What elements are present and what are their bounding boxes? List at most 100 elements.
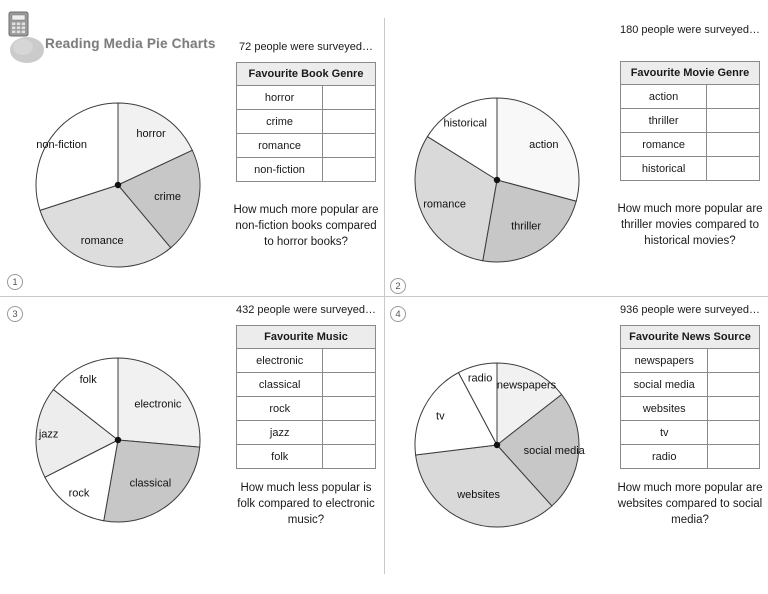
table-row: thriller [619, 108, 760, 133]
table-row: horror [235, 85, 376, 110]
table-header: Favourite Music [236, 325, 376, 349]
pie-slice-websites [415, 444, 553, 528]
answer-cell [707, 396, 760, 421]
answer-cell [706, 108, 760, 133]
category-cell: newspapers [619, 348, 709, 373]
answer-cell [322, 444, 376, 469]
pie-slice-label: historical [443, 118, 486, 130]
category-cell: tv [619, 420, 709, 445]
pie-slice-newspapers [496, 362, 563, 447]
page-header: Reading Media Pie Charts [5, 8, 285, 64]
calculator-screen [11, 14, 26, 21]
answer-table-movie-genre: Favourite Movie Genre action thriller roman… [619, 61, 760, 181]
pie-slice-label: classical [130, 477, 172, 489]
section-1-panel: 72 people were surveyed… Favourite Book … [231, 0, 381, 251]
survey-text: 180 people were surveyed… [619, 24, 761, 36]
pie-slice-label: romance [423, 198, 466, 210]
table-row: action [619, 84, 760, 109]
category-cell: action [619, 84, 708, 109]
pie-slice-label: rock [69, 488, 90, 500]
answer-cell [706, 84, 760, 109]
pie-slice-non-fiction [35, 102, 119, 211]
answer-cell [322, 420, 376, 445]
table-row: jazz [235, 420, 376, 445]
pie-center-dot [114, 181, 122, 189]
answer-table-news-source: Favourite News Source newspapers social me… [619, 325, 760, 469]
survey-text: 936 people were surveyed… [619, 304, 761, 316]
pie-slice-label: action [529, 139, 558, 151]
category-cell: rock [235, 396, 324, 421]
survey-text: 72 people were surveyed… [239, 41, 373, 53]
worksheet-section-4: newspapers social media websites tv radio 93… [384, 297, 768, 594]
table-row: classical [235, 372, 376, 397]
page-title: Reading Media Pie Charts [45, 36, 216, 51]
worksheet-section-1: horror crime romance non-fiction 72 people … [0, 0, 384, 297]
pie-slice-label: folk [80, 374, 98, 386]
pie-slice-romance [39, 184, 172, 268]
table-row: folk [235, 444, 376, 469]
pie-slice-label: social media [524, 445, 586, 457]
answer-cell [322, 157, 376, 182]
table-row: romance [619, 132, 760, 157]
table-row: newspapers [619, 348, 760, 373]
answer-cell [322, 133, 376, 158]
pie-chart-favourite-book-genre: horror crime romance non-fiction [35, 102, 201, 268]
answer-cell [322, 85, 376, 110]
section-2-panel: 180 people were surveyed… Favourite Movi… [615, 0, 765, 250]
calculator-buttons [12, 22, 25, 34]
pie-chart-favourite-movie-genre: action thriller romance historical [414, 97, 580, 263]
section-number-badge: 2 [390, 278, 406, 294]
pie-center-dot [114, 436, 122, 444]
table-header: Favourite Book Genre [236, 62, 376, 86]
pie-slice-label: romance [81, 235, 124, 247]
section-number-badge: 3 [7, 306, 23, 322]
pie-slice-crime [117, 149, 201, 249]
answer-table-book-genre: Favourite Book Genre horror crime romance no… [235, 62, 376, 182]
table-row: websites [619, 396, 760, 421]
table-row: crime [235, 109, 376, 134]
pie-slice-label: jazz [38, 428, 59, 440]
divider-vertical [384, 18, 385, 574]
ellipse-highlight [13, 39, 33, 55]
pie-slice-label: horror [136, 128, 166, 140]
table-row: romance [235, 133, 376, 158]
category-cell: folk [235, 444, 324, 469]
pie-slice-label: electronic [134, 398, 182, 410]
worksheet-section-3: electronic classical rock jazz folk 432 peop… [0, 297, 384, 594]
pie-slice-action [496, 97, 580, 202]
pie-slice-label: radio [468, 372, 492, 384]
pie-slice-radio [457, 362, 498, 446]
question-text: How much more popular are non-fiction bo… [233, 204, 379, 248]
answer-cell [322, 396, 376, 421]
pie-slice-historical [426, 97, 498, 181]
pie-chart-favourite-news-source: newspapers social media websites tv radio [414, 362, 586, 528]
answer-cell [706, 156, 760, 181]
section-3-panel: 432 people were surveyed… Favourite Musi… [231, 297, 381, 529]
question-text: How much more popular are websites compa… [617, 482, 763, 526]
pie-slice-horror [117, 102, 193, 186]
pie-slice-tv [414, 371, 498, 456]
pie-slice-label: websites [456, 489, 500, 501]
calculator-icon [8, 11, 44, 63]
category-cell: social media [619, 372, 709, 397]
category-cell: crime [235, 109, 324, 134]
table-row: rock [235, 396, 376, 421]
pie-slice-jazz [35, 388, 119, 478]
category-cell: electronic [235, 348, 324, 373]
category-cell: romance [619, 132, 708, 157]
pie-slice-label: thriller [511, 221, 541, 233]
pie-slice-label: newspapers [497, 380, 557, 392]
table-row: radio [619, 444, 760, 469]
category-cell: classical [235, 372, 324, 397]
category-cell: historical [619, 156, 708, 181]
answer-cell [707, 348, 760, 373]
category-cell: horror [235, 85, 324, 110]
pie-slice-folk [52, 357, 119, 442]
category-cell: thriller [619, 108, 708, 133]
pie-slice-social-media [496, 393, 580, 507]
pie-chart-favourite-music: electronic classical rock jazz folk [35, 357, 201, 523]
pie-slice-label: crime [154, 191, 181, 203]
section-4-panel: 936 people were surveyed… Favourite News… [615, 297, 765, 529]
table-header: Favourite News Source [620, 325, 760, 349]
category-cell: jazz [235, 420, 324, 445]
